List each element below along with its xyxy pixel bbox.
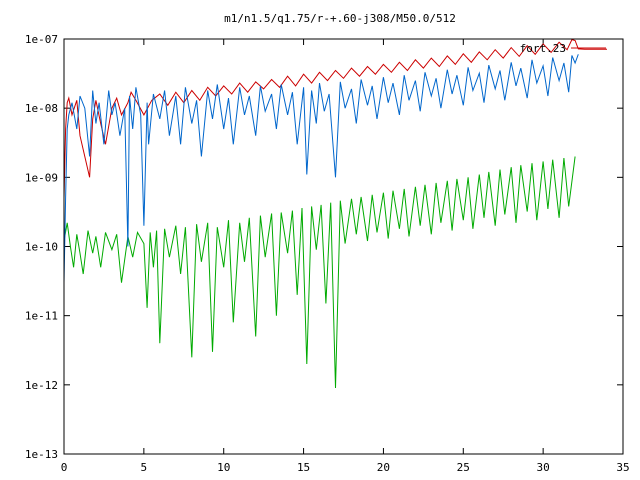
y-tick-label: 1e-12 (25, 379, 58, 392)
series-group (63, 39, 607, 389)
y-tick-label: 1e-07 (25, 33, 58, 46)
y-tick-label: 1e-13 (25, 448, 58, 461)
y-tick-label: 1e-10 (25, 241, 58, 254)
legend-label: fort.23 (520, 42, 566, 55)
x-tick-label: 35 (616, 461, 629, 474)
x-tick-label: 30 (537, 461, 550, 474)
x-tick-label: 20 (377, 461, 390, 474)
x-tick-label: 15 (297, 461, 310, 474)
series-line-1 (63, 39, 607, 199)
plot-frame (63, 38, 624, 455)
axis-ticks: 0 5 10 15 20 25 30 35 1e-13 1e-12 1e-11 1e-10 1e-09 1… (25, 33, 630, 474)
y-tick-label: 1e-08 (25, 102, 58, 115)
x-tick-label: 0 (61, 461, 68, 474)
y-tick-label: 1e-09 (25, 171, 58, 184)
legend: fort.23 (520, 42, 606, 55)
series-line-2 (63, 54, 579, 283)
series-line-3 (63, 156, 576, 389)
x-tick-label: 25 (457, 461, 470, 474)
x-tick-label: 10 (217, 461, 230, 474)
y-tick-label: 1e-11 (25, 310, 58, 323)
x-tick-label: 5 (141, 461, 148, 474)
chart-title: m1/n1.5/q1.75/r-+.60-j308/M50.0/512 (224, 12, 456, 25)
